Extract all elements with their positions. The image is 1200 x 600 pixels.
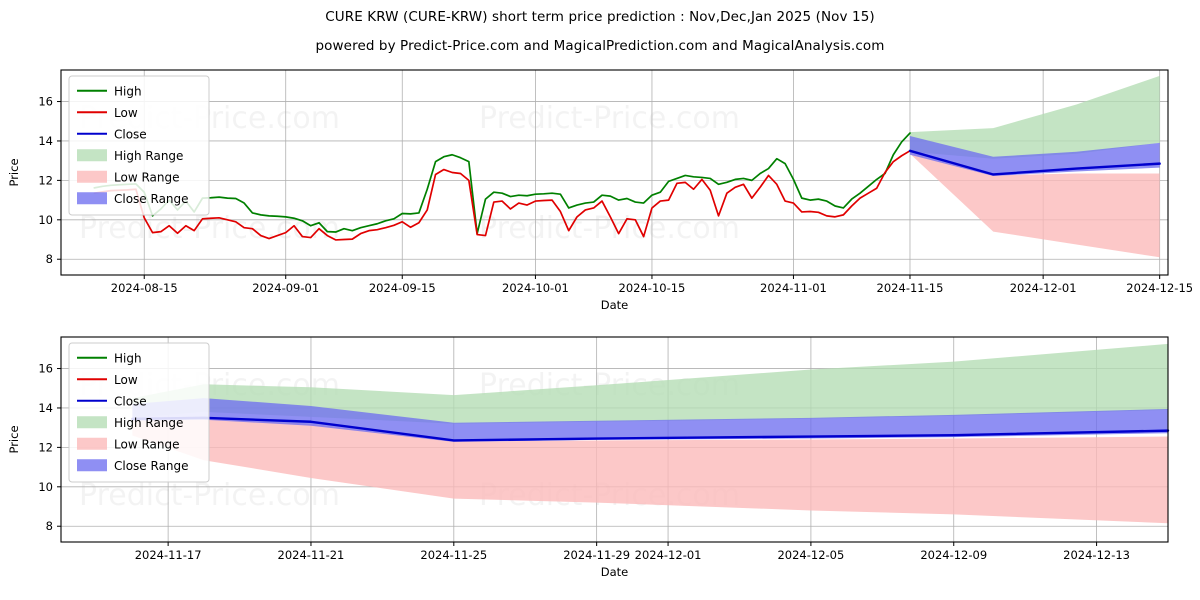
- legend-item-label: Close Range: [114, 192, 189, 206]
- legend-item[interactable]: Close Range: [77, 192, 189, 206]
- y-tick-label: 12: [38, 173, 53, 187]
- low-range-band: [132, 418, 1169, 524]
- y-tick-label: 16: [38, 95, 53, 109]
- x-tick-label: 2024-12-01: [635, 548, 702, 562]
- detail-chart: Predict-Price.comPredict-Price.comPredic…: [7, 336, 1170, 579]
- legend-item-label: Low Range: [114, 437, 179, 451]
- legend-item-label: Close Range: [114, 459, 189, 473]
- watermark-label: Predict-Price.com: [79, 478, 340, 513]
- x-tick-label: 2024-12-01: [1010, 281, 1077, 295]
- x-axis-label: Date: [601, 298, 629, 312]
- legend[interactable]: High Low Close High Range Low Range Close Ran…: [68, 75, 210, 216]
- legend-item-label: Low: [114, 373, 138, 387]
- y-tick-label: 8: [46, 519, 53, 533]
- legend-item[interactable]: High Range: [77, 416, 183, 430]
- legend-item[interactable]: Low: [77, 373, 138, 387]
- legend-patch-swatch: [77, 437, 107, 450]
- legend-item[interactable]: Close: [77, 394, 147, 408]
- y-tick-label: 10: [38, 213, 53, 227]
- low-range-band: [909, 152, 1160, 258]
- legend-patch-swatch: [77, 459, 107, 472]
- x-tick-label: 2024-09-01: [252, 281, 319, 295]
- x-tick-label: 2024-12-09: [920, 548, 987, 562]
- legend-item-label: High Range: [114, 416, 183, 430]
- high-range-band: [132, 343, 1169, 424]
- y-axis-label: Price: [7, 158, 21, 186]
- overview-chart: Predict-Price.comPredict-Price.comPredic…: [7, 69, 1193, 312]
- legend-patch-swatch: [77, 416, 107, 429]
- x-axis-label: Date: [601, 565, 629, 579]
- legend-item[interactable]: Low Range: [77, 170, 179, 184]
- legend-item-label: Close: [114, 394, 147, 408]
- range-bands: [132, 343, 1169, 524]
- x-tick-label: 2024-08-15: [111, 281, 178, 295]
- page-title: CURE KRW (CURE-KRW) short term price pre…: [325, 9, 875, 25]
- legend-item[interactable]: Close: [77, 127, 147, 141]
- x-tick-label: 2024-12-13: [1063, 548, 1130, 562]
- legend-patch-swatch: [77, 170, 107, 183]
- x-tick-label: 2024-12-15: [1126, 281, 1193, 295]
- page-subtitle: powered by Predict-Price.com and Magical…: [315, 38, 885, 54]
- series-lines: [93, 132, 1161, 241]
- series-lines: [131, 416, 1170, 442]
- x-tick-label: 2024-11-01: [760, 281, 827, 295]
- y-tick-label: 14: [38, 134, 53, 148]
- legend-item[interactable]: High Range: [77, 149, 183, 163]
- high-range-band: [909, 75, 1160, 159]
- legend-item-label: High: [114, 84, 142, 98]
- legend-item-label: Close: [114, 127, 147, 141]
- close-series-line: [131, 416, 1170, 442]
- y-tick-label: 8: [46, 252, 53, 266]
- range-bands: [909, 75, 1160, 258]
- legend-item[interactable]: High: [77, 84, 142, 98]
- plot-border: [60, 69, 1169, 276]
- axes: 8 10 12 14 16 2024-11-17 2024-11-21 2024-11-25 2…: [7, 362, 1130, 579]
- y-axis-label: Price: [7, 425, 21, 453]
- legend[interactable]: High Low Close High Range Low Range Close Ran…: [68, 342, 210, 483]
- legend-item[interactable]: Close Range: [77, 459, 189, 473]
- y-tick-label: 14: [38, 401, 53, 415]
- x-tick-label: 2024-09-15: [369, 281, 436, 295]
- x-tick-label: 2024-10-01: [502, 281, 569, 295]
- y-tick-label: 12: [38, 440, 53, 454]
- x-tick-label: 2024-12-05: [777, 548, 844, 562]
- x-tick-label: 2024-11-17: [135, 548, 202, 562]
- high-series-line: [93, 132, 911, 235]
- low-series-line: [93, 149, 911, 241]
- legend-patch-swatch: [77, 149, 107, 162]
- legend-patch-swatch: [77, 192, 107, 205]
- legend-item-label: Low: [114, 106, 138, 120]
- x-tick-label: 2024-11-21: [278, 548, 345, 562]
- plot-border: [60, 336, 1169, 543]
- x-tick-label: 2024-11-15: [877, 281, 944, 295]
- watermark-label: Predict-Price.com: [479, 101, 740, 136]
- axes: 8 10 12 14 16 2024-08-15 2024-09-01 2024-09-15 2…: [7, 95, 1193, 312]
- legend-item-label: High Range: [114, 149, 183, 163]
- x-tick-label: 2024-10-15: [619, 281, 686, 295]
- x-tick-label: 2024-11-25: [420, 548, 487, 562]
- legend-item[interactable]: Low: [77, 106, 138, 120]
- legend-item-label: High: [114, 351, 142, 365]
- legend-item[interactable]: High: [77, 351, 142, 365]
- watermark-label: Predict-Price.com: [79, 211, 340, 246]
- legend-item[interactable]: Low Range: [77, 437, 179, 451]
- y-tick-label: 16: [38, 362, 53, 376]
- close-range-band: [132, 398, 1169, 442]
- y-tick-label: 10: [38, 480, 53, 494]
- x-tick-label: 2024-11-29: [563, 548, 630, 562]
- close-range-band: [909, 136, 1160, 177]
- legend-item-label: Low Range: [114, 170, 179, 184]
- close-series-line: [908, 149, 1161, 176]
- title-block: CURE KRW (CURE-KRW) short term price pre…: [0, 0, 1200, 54]
